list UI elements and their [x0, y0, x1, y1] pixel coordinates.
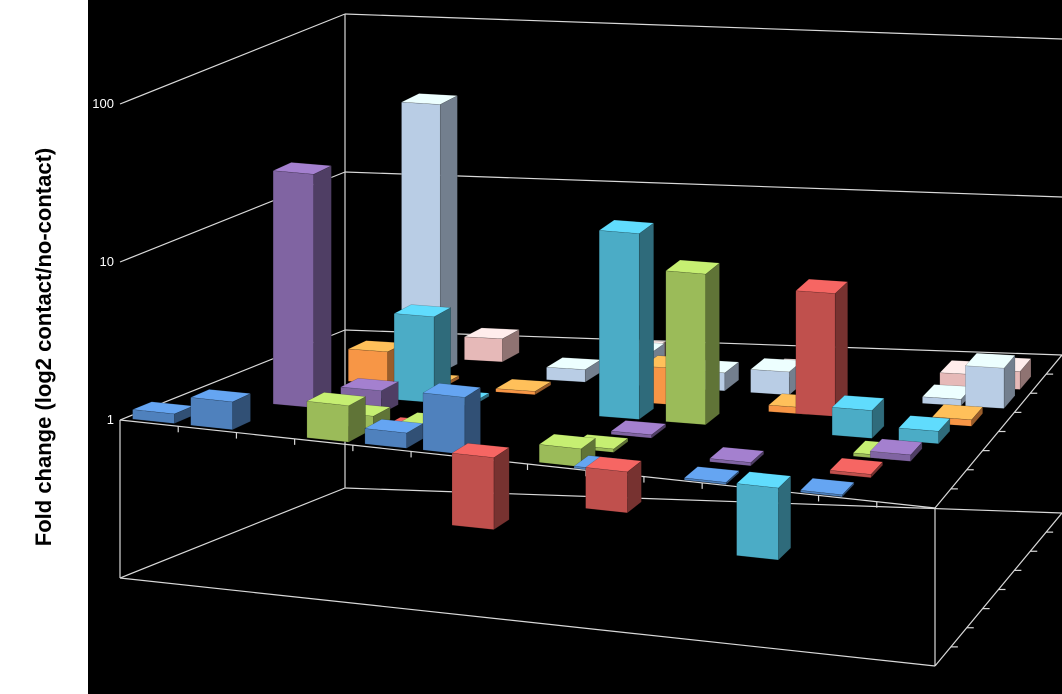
bar-top — [538, 433, 597, 450]
gridline-back — [344, 13, 1062, 40]
bar-top — [795, 278, 849, 294]
bar-top — [665, 259, 721, 275]
bar-top — [598, 219, 655, 234]
bar-top — [736, 471, 792, 489]
bar-front — [736, 483, 779, 561]
bar-top — [494, 378, 552, 392]
bar-top — [831, 395, 885, 411]
gridline-side — [119, 13, 346, 105]
gridline-back — [344, 171, 1062, 198]
bar-front — [451, 452, 495, 530]
bar-top — [869, 438, 923, 456]
bar-front — [831, 407, 873, 439]
bar-side — [493, 447, 510, 531]
bar-top — [400, 93, 459, 105]
bar-top — [799, 477, 855, 496]
y-tick-label: 10 — [100, 254, 114, 269]
bar-top — [584, 456, 643, 473]
bar-top — [422, 383, 482, 398]
bar-side — [778, 475, 792, 561]
bar-top — [709, 446, 765, 463]
bar-top — [931, 404, 984, 421]
bar-front — [965, 365, 1005, 409]
bar-top — [610, 420, 667, 435]
bar-front — [272, 170, 314, 408]
bar-front — [393, 313, 435, 404]
y-tick-label: 100 — [92, 96, 114, 111]
bar-side — [705, 262, 720, 426]
bar-top — [463, 327, 521, 340]
bar-top — [272, 162, 333, 175]
bar-side — [313, 165, 332, 409]
bar-front — [464, 336, 503, 363]
bar-top — [189, 389, 252, 403]
bar-front — [598, 230, 640, 420]
bar-front — [190, 397, 233, 430]
bar-top — [339, 378, 400, 391]
bar-top — [898, 415, 951, 432]
bar-front — [795, 290, 836, 417]
floor-left-edge — [119, 487, 346, 579]
bar-top — [451, 443, 510, 458]
bar-side — [638, 222, 654, 420]
bar-top — [306, 392, 367, 406]
bar-front — [585, 467, 628, 514]
bar-front — [348, 348, 388, 385]
bar-top — [964, 352, 1016, 369]
bar-front — [422, 392, 466, 455]
bar-top — [829, 457, 884, 475]
chart-area — [88, 0, 1062, 694]
bar-top — [683, 466, 740, 483]
bar-front — [665, 270, 706, 426]
y-tick-label: 1 — [107, 412, 114, 427]
bar-front — [750, 369, 790, 396]
bar-front — [306, 400, 349, 443]
floor-front-edge — [119, 577, 936, 667]
bar-top — [393, 304, 452, 318]
